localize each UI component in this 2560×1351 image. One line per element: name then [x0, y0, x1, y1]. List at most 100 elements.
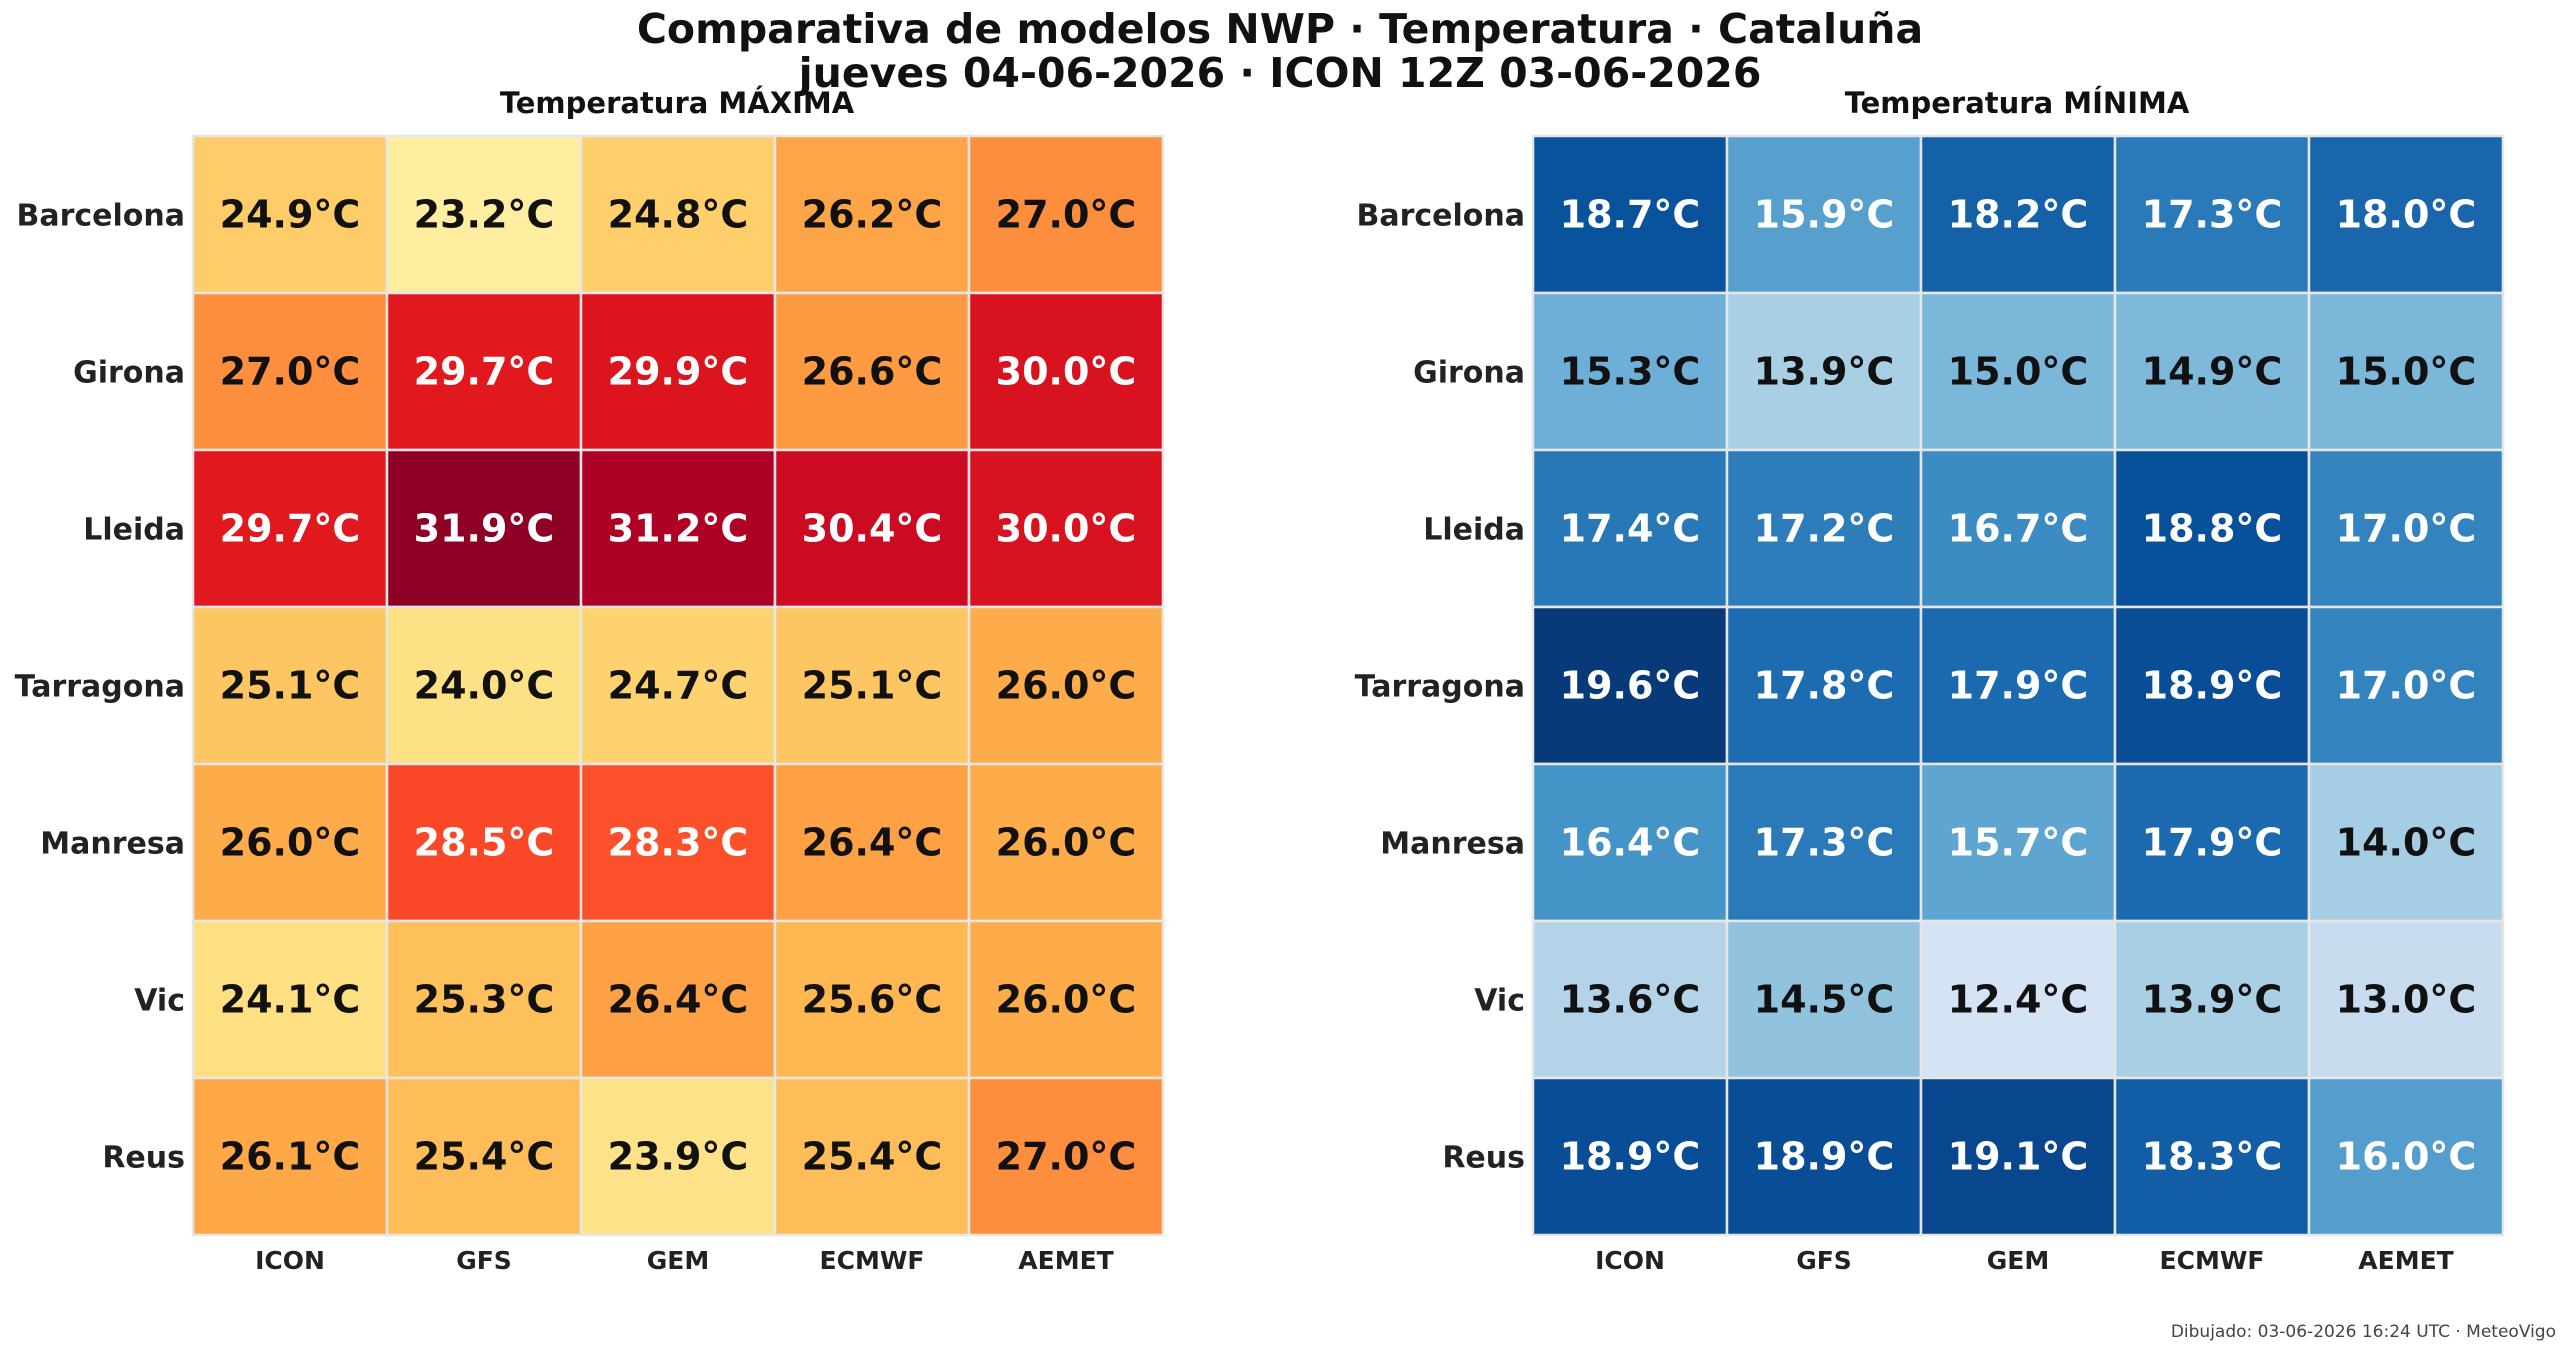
data-label: 13.0°C: [2336, 978, 2477, 1022]
data-label: 14.9°C: [2142, 350, 2283, 394]
data-label: 26.4°C: [802, 821, 943, 865]
heatmap-cell: [2307, 605, 2505, 766]
data-label: 30.0°C: [996, 350, 1137, 394]
heatmap-cell: [1919, 605, 2117, 766]
x-tick-label: GEM: [1987, 1246, 2049, 1275]
data-label: 17.4°C: [1560, 507, 1701, 551]
heatmap-cell: [2113, 1076, 2311, 1237]
heatmap-cell: [2113, 919, 2311, 1080]
data-label: 17.8°C: [1754, 664, 1895, 708]
x-tick-label: ECMWF: [820, 1246, 925, 1275]
data-label: 26.4°C: [608, 978, 749, 1022]
heatmap-cell: [1725, 762, 1923, 923]
panel-title-max: Temperatura MÁXIMA: [499, 86, 855, 120]
heatmap-cell: [2307, 134, 2505, 295]
heatmap-cell: [2307, 919, 2505, 1080]
data-label: 15.7°C: [1948, 821, 2089, 865]
heatmap-cell: [1919, 919, 2117, 1080]
data-label: 17.3°C: [1754, 821, 1895, 865]
x-tick-label: ICON: [1595, 1246, 1665, 1275]
data-label: 16.7°C: [1948, 507, 2089, 551]
y-tick-label: Barcelona: [1356, 199, 1525, 234]
heatmap-cell: [1531, 134, 1729, 295]
heatmap-cell: [2307, 1076, 2505, 1237]
x-tick-label: GEM: [647, 1246, 709, 1275]
data-label: 24.9°C: [220, 193, 361, 237]
x-tick-label: ICON: [255, 1246, 325, 1275]
x-tick-label: AEMET: [2358, 1246, 2453, 1275]
data-label: 31.9°C: [414, 507, 555, 551]
heatmap-cell: [385, 919, 583, 1080]
data-label: 26.0°C: [996, 821, 1137, 865]
heatmap-cell: [385, 1076, 583, 1237]
data-label: 28.3°C: [608, 821, 749, 865]
y-tick-label: Vic: [134, 984, 185, 1019]
y-tick-label: Girona: [1413, 356, 1525, 391]
data-label: 17.9°C: [1948, 664, 2089, 708]
heatmap-cell: [2113, 762, 2311, 923]
data-label: 27.0°C: [996, 1135, 1137, 1179]
data-label: 25.1°C: [802, 664, 943, 708]
data-label: 19.6°C: [1560, 664, 1701, 708]
heatmap-cell: [385, 762, 583, 923]
data-label: 23.2°C: [414, 193, 555, 237]
heatmap-cell: [579, 605, 777, 766]
heatmap-cell: [967, 762, 1165, 923]
data-label: 25.4°C: [802, 1135, 943, 1179]
heatmap-cell: [773, 762, 971, 923]
heatmap-cell: [385, 291, 583, 452]
data-label: 29.7°C: [220, 507, 361, 551]
data-label: 17.3°C: [2142, 193, 2283, 237]
y-tick-label: Manresa: [1380, 827, 1525, 862]
heatmap-cell: [1531, 1076, 1729, 1237]
heatmap-cell: [967, 919, 1165, 1080]
heatmap-cell: [2307, 291, 2505, 452]
heatmap-cell: [1531, 919, 1729, 1080]
data-label: 27.0°C: [220, 350, 361, 394]
data-label: 18.9°C: [1754, 1135, 1895, 1179]
data-label: 15.3°C: [1560, 350, 1701, 394]
y-tick-label: Reus: [1442, 1141, 1525, 1176]
y-tick-label: Tarragona: [15, 670, 185, 705]
data-label: 26.6°C: [802, 350, 943, 394]
data-label: 24.1°C: [220, 978, 361, 1022]
heatmap-cell: [385, 448, 583, 609]
data-label: 15.0°C: [2336, 350, 2477, 394]
heatmap-cell: [967, 605, 1165, 766]
data-label: 29.7°C: [414, 350, 555, 394]
data-label: 17.0°C: [2336, 507, 2477, 551]
y-tick-label: Lleida: [1423, 513, 1525, 548]
heatmap-cell: [1531, 448, 1729, 609]
footer-credit: Dibujado: 03-06-2026 16:24 UTC · MeteoVi…: [2170, 1322, 2556, 1342]
heatmap-cell: [191, 134, 389, 295]
chart-title: Comparativa de modelos NWP · Temperatura…: [636, 5, 1924, 53]
heatmap-cell: [2307, 762, 2505, 923]
y-tick-label: Barcelona: [16, 199, 185, 234]
data-label: 18.0°C: [2336, 193, 2477, 237]
data-label: 12.4°C: [1948, 978, 2089, 1022]
data-label: 14.0°C: [2336, 821, 2477, 865]
heatmap-cell: [1919, 762, 2117, 923]
heatmap-cell: [1919, 134, 2117, 295]
heatmap-cell: [1919, 1076, 2117, 1237]
data-label: 15.0°C: [1948, 350, 2089, 394]
data-label: 14.5°C: [1754, 978, 1895, 1022]
heatmap-cell: [191, 605, 389, 766]
data-label: 25.6°C: [802, 978, 943, 1022]
data-label: 15.9°C: [1754, 193, 1895, 237]
heatmap-cell: [1725, 1076, 1923, 1237]
data-label: 17.2°C: [1754, 507, 1895, 551]
y-tick-label: Vic: [1474, 984, 1525, 1019]
data-label: 25.3°C: [414, 978, 555, 1022]
heatmap-max: 24.9°C 23.2°C 24.8°C 26.2°C 27.0°C 27.0°C 29.7…: [15, 134, 1165, 1275]
y-tick-label: Girona: [73, 356, 185, 391]
heatmap-cell: [967, 1076, 1165, 1237]
data-label: 13.9°C: [1754, 350, 1895, 394]
heatmap-cell: [579, 134, 777, 295]
heatmap-cell: [579, 1076, 777, 1237]
heatmap-min: 18.7°C 15.9°C 18.2°C 17.3°C 18.0°C 15.3°C 13.9…: [1355, 134, 2505, 1275]
data-label: 26.0°C: [996, 978, 1137, 1022]
data-label: 13.6°C: [1560, 978, 1701, 1022]
data-label: 18.9°C: [1560, 1135, 1701, 1179]
panel-title-min: Temperatura MÍNIMA: [1844, 86, 2190, 120]
